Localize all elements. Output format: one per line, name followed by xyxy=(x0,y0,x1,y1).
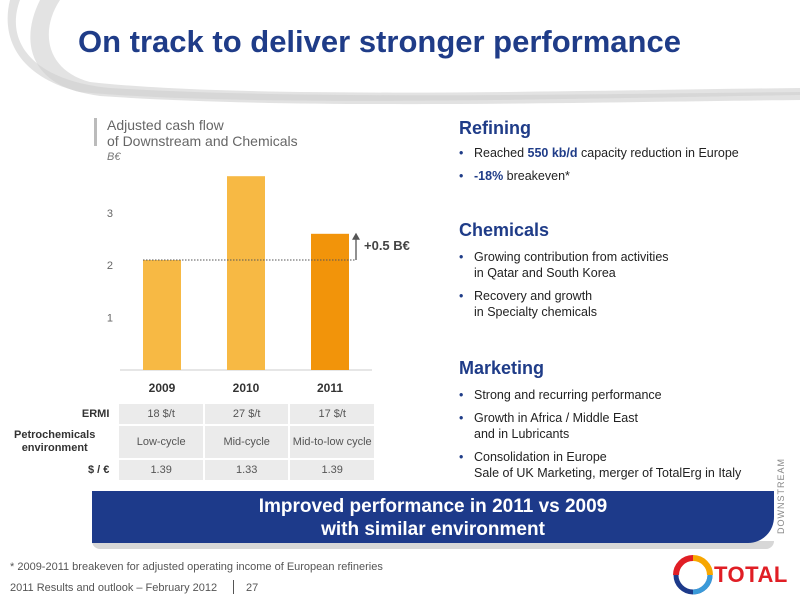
banner-line-2: with similar environment xyxy=(321,519,545,540)
env-cell: 1.39 xyxy=(290,460,374,480)
y-tick-label: 3 xyxy=(107,208,113,220)
banner-line-1: Improved performance in 2011 vs 2009 xyxy=(258,496,608,517)
text: Reached xyxy=(474,146,528,160)
banner-shadow xyxy=(92,541,774,549)
text: Growing contribution from activities xyxy=(474,250,669,264)
env-cell: 17 $/t xyxy=(290,404,374,424)
env-row-ermi: ERMI 18 $/t 27 $/t 17 $/t xyxy=(0,404,374,424)
delta-annotation: +0.5 B€ xyxy=(364,238,410,253)
marketing-heading: Marketing xyxy=(459,358,545,378)
env-cell: 27 $/t xyxy=(204,404,289,424)
list-item: Growth in Africa / Middle East and in Lub… xyxy=(459,410,741,442)
highlight: -18% xyxy=(474,169,504,183)
text: Strong and recurring performance xyxy=(474,388,662,402)
text: Sale of UK Marketing, merger of TotalErg… xyxy=(474,466,742,480)
chemicals-bullets: Growing contribution from activities in Q… xyxy=(459,249,669,327)
slide-title: On track to deliver stronger performance xyxy=(78,24,681,59)
bar-2010 xyxy=(227,176,265,370)
conclusion-banner: Improved performance in 2011 vs 2009 wit… xyxy=(92,491,774,543)
chart-title-line-2: of Downstream and Chemicals xyxy=(107,133,298,149)
chart-unit: B€ xyxy=(107,151,121,163)
bar-2011 xyxy=(311,233,349,370)
delta-arrow-head xyxy=(352,232,360,240)
x-tick-label: 2010 xyxy=(233,381,260,395)
env-row-fx: $ / € 1.39 1.33 1.39 xyxy=(0,460,374,480)
list-item: Consolidation in Europe Sale of UK Market… xyxy=(459,449,741,481)
text: Growth in Africa / Middle East xyxy=(474,411,638,425)
refining-heading: Refining xyxy=(459,118,531,138)
text: Consolidation in Europe xyxy=(474,450,607,464)
env-label: Petrochemicals environment xyxy=(14,429,96,454)
list-item: Growing contribution from activities in Q… xyxy=(459,249,669,281)
env-cell: 1.33 xyxy=(204,460,289,480)
header-swoosh xyxy=(0,0,800,105)
env-cell: Mid-cycle xyxy=(204,426,289,458)
x-tick-label: 2011 xyxy=(317,381,343,395)
x-tick-label: 2009 xyxy=(149,381,176,395)
y-tick-label: 2 xyxy=(107,260,113,272)
footnote: * 2009-2011 breakeven for adjusted opera… xyxy=(10,561,383,573)
page-number: 27 xyxy=(246,582,259,594)
text: Recovery and growth xyxy=(474,289,593,303)
env-label: $ / € xyxy=(87,463,110,476)
marketing-bullets: Strong and recurring performance Growth … xyxy=(459,387,741,488)
bar-2009 xyxy=(143,260,181,370)
refining-bullets: Reached 550 kb/d capacity reduction in E… xyxy=(459,145,739,191)
highlight: 550 kb/d xyxy=(527,146,578,160)
text: capacity reduction in Europe xyxy=(577,146,739,160)
total-logo: TOTAL xyxy=(672,548,796,598)
section-side-label: DOWNSTREAM xyxy=(776,458,786,534)
list-item: Reached 550 kb/d capacity reduction in E… xyxy=(459,145,739,161)
list-item: Recovery and growth in Specialty chemical… xyxy=(459,288,669,320)
environment-table: ERMI 18 $/t 27 $/t 17 $/t Petrochemicals… xyxy=(0,404,374,480)
text: in Qatar and South Korea xyxy=(474,266,616,280)
env-cell: Low-cycle xyxy=(119,426,203,458)
chemicals-heading: Chemicals xyxy=(459,220,550,240)
logo-mark-icon xyxy=(673,555,713,595)
env-cell: Mid-to-low cycle xyxy=(290,426,374,458)
env-label: ERMI xyxy=(81,407,110,420)
text: breakeven* xyxy=(503,169,570,183)
footer-text: 2011 Results and outlook – February 2012 xyxy=(10,582,218,594)
text: and in Lubricants xyxy=(474,427,570,441)
chart-title-line-1: Adjusted cash flow xyxy=(107,117,224,133)
env-cell: 1.39 xyxy=(119,460,203,480)
env-cell: 18 $/t xyxy=(119,404,203,424)
chart-title: Adjusted cash flow of Downstream and Che… xyxy=(107,117,298,149)
list-item: -18% breakeven* xyxy=(459,168,739,184)
env-row-petrochemicals: Petrochemicals environment Low-cycle Mid… xyxy=(0,426,374,458)
list-item: Strong and recurring performance xyxy=(459,387,741,403)
logo-text: TOTAL xyxy=(714,562,788,587)
text: in Specialty chemicals xyxy=(474,305,597,319)
footer-separator xyxy=(233,580,234,594)
y-tick-label: 1 xyxy=(107,313,113,325)
chart-title-marker xyxy=(94,118,97,146)
